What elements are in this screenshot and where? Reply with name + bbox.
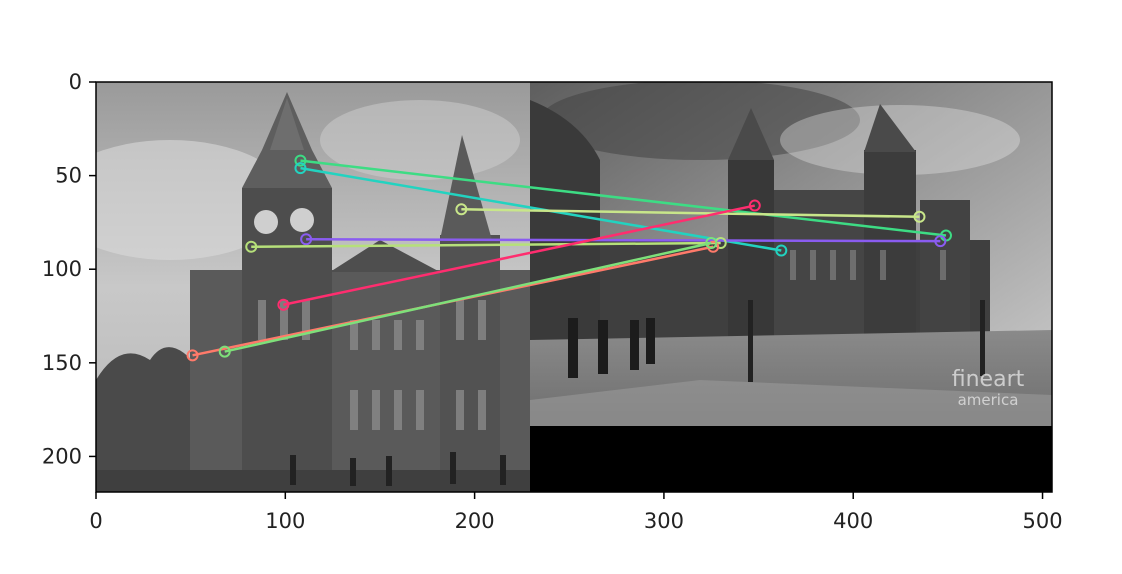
left-photo (96, 82, 530, 492)
right-photo: fineart america (530, 82, 1052, 426)
match-keypoint-right (775, 244, 788, 257)
y-tick-label: 0 (69, 70, 82, 94)
match-keypoint-right (705, 237, 718, 250)
y-axis: 0 50 100 150 200 (42, 70, 96, 468)
match-line (300, 166, 782, 252)
x-tick-label: 300 (644, 509, 684, 533)
y-tick-label: 200 (42, 444, 82, 468)
x-tick-label: 200 (455, 509, 495, 533)
x-tick-label: 100 (265, 509, 305, 533)
match-keypoint-left (300, 233, 313, 246)
x-tick-label: 0 (89, 509, 102, 533)
y-tick-label: 150 (42, 351, 82, 375)
match-keypoint-right (934, 235, 947, 248)
match-lines (186, 154, 952, 362)
x-axis: 0 100 200 300 400 500 (89, 492, 1063, 533)
x-tick-label: 500 (1022, 509, 1062, 533)
match-keypoint-left (277, 298, 290, 311)
match-keypoint-right (748, 199, 761, 212)
padding-region (530, 426, 1052, 492)
match-2 (294, 162, 788, 257)
match-keypoint-left (294, 154, 307, 167)
match-keypoint-left (218, 345, 231, 358)
match-line (283, 204, 756, 307)
y-tick-label: 100 (42, 257, 82, 281)
match-line (461, 208, 920, 219)
match-keypoint-left (245, 240, 258, 253)
match-keypoint-left (294, 162, 307, 175)
match-keypoint-right (913, 210, 926, 223)
match-line (306, 238, 941, 243)
match-line (224, 241, 712, 353)
match-line (300, 159, 947, 237)
match-keypoint-left (186, 349, 199, 362)
match-6 (277, 199, 761, 311)
match-8 (218, 237, 718, 358)
watermark-line2: america (958, 391, 1019, 409)
match-keypoint-left (455, 203, 468, 216)
match-4 (300, 233, 947, 248)
axes-frame (95, 81, 1053, 493)
match-line (251, 241, 721, 248)
y-tick-label: 50 (55, 164, 82, 188)
x-tick-label: 400 (833, 509, 873, 533)
match-3 (455, 203, 926, 223)
watermark-line1: fineart (952, 367, 1025, 392)
